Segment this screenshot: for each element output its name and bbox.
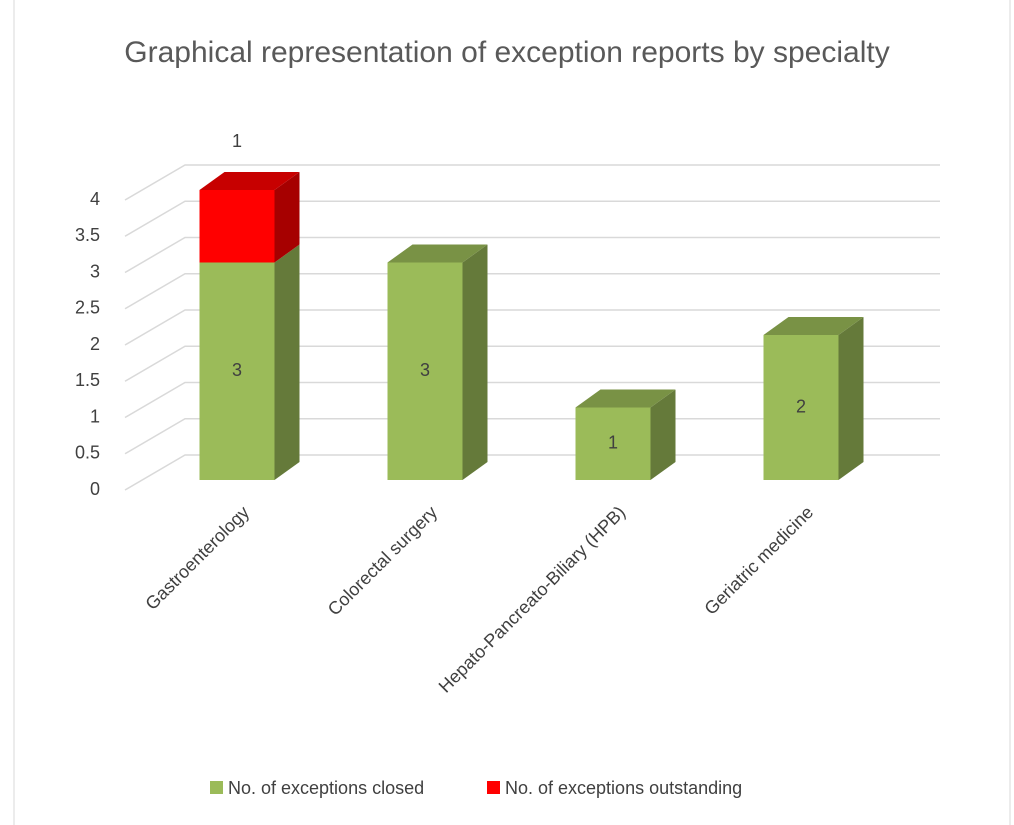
y-tick-label: 3.5 [75, 225, 100, 245]
grid-line [124, 418, 940, 455]
y-tick-label: 4 [90, 189, 100, 209]
bar-top [763, 317, 864, 335]
bar-front [199, 190, 275, 263]
y-tick-label: 1.5 [75, 370, 100, 390]
bar-front [575, 407, 651, 480]
bar-top [575, 389, 676, 408]
bar-top [387, 244, 488, 263]
y-tick-label: 0.5 [75, 443, 100, 463]
x-tick-label: Colorectal surgery [324, 502, 441, 619]
grid-line [124, 273, 940, 310]
grid-line [124, 200, 940, 237]
y-tick-label: 0 [90, 479, 100, 499]
bar-side [838, 317, 864, 480]
bar-side [462, 244, 488, 480]
data-label: 3 [420, 360, 430, 380]
bar-front [763, 335, 839, 480]
chart-title: Graphical representation of exception re… [124, 36, 890, 69]
y-tick-label: 2 [90, 334, 100, 354]
data-label: 1 [608, 433, 618, 453]
chart-border [13, 0, 1011, 825]
bar-side [274, 244, 300, 480]
grid-line [124, 345, 940, 382]
grid-line [124, 381, 940, 419]
bar-side [274, 172, 300, 263]
bar-front [387, 262, 463, 480]
y-tick-label: 3 [90, 261, 100, 281]
bar-top [199, 172, 300, 190]
legend-swatch [210, 781, 223, 794]
bar-side [650, 389, 676, 480]
legend-swatch [487, 781, 500, 794]
grid-line [124, 454, 940, 491]
x-tick-label: Geriatric medicine [700, 502, 817, 619]
data-label: 1 [232, 131, 242, 151]
data-label: 2 [796, 396, 806, 416]
grid-line [124, 309, 940, 346]
y-tick-label: 2.5 [75, 298, 100, 318]
data-label: 3 [232, 360, 242, 380]
legend-label: No. of exceptions closed [228, 778, 424, 798]
y-tick-label: 1 [90, 406, 100, 426]
x-tick-label: Hepato-Pancreato-Biliary (HPB) [435, 502, 630, 697]
grid-line [124, 164, 940, 201]
x-tick-label: Gastroenterology [141, 502, 253, 614]
legend-label: No. of exceptions outstanding [505, 778, 742, 798]
bar-front [199, 262, 275, 480]
grid-line [124, 236, 940, 274]
